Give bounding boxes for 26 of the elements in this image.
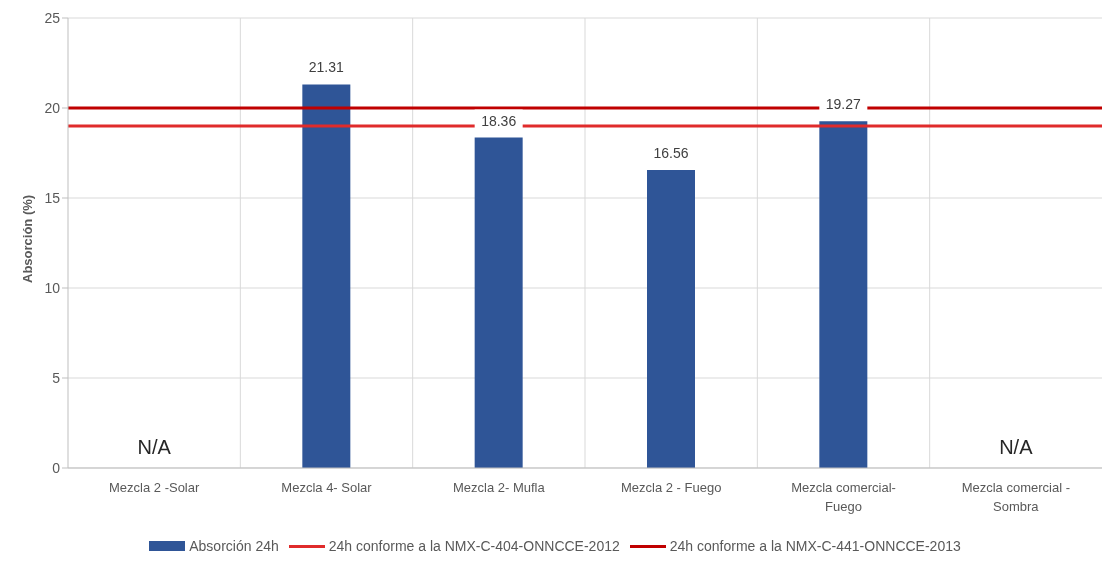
data-label: 18.36 — [481, 112, 517, 129]
y-tick-label: 10 — [44, 279, 61, 296]
x-tick-label: Mezcla 2 - Fuego — [620, 480, 722, 495]
bar — [302, 84, 351, 468]
y-tick-label: 15 — [44, 189, 61, 206]
data-label: 21.31 — [308, 59, 345, 76]
bar — [647, 169, 695, 468]
data-label: 19.27 — [825, 96, 862, 113]
x-tick-label: Mezcla comercial - Sombra — [961, 480, 1071, 514]
data-label: 16.56 — [653, 144, 689, 161]
y-axis-title: Absorción (%) — [19, 194, 35, 283]
legend-label: 24h conforme a la NMX-C-441-ONNCCE-2013 — [668, 538, 961, 554]
y-tick-label: 20 — [44, 99, 61, 116]
x-tick-label: Mezcla 2 -Solar — [109, 480, 200, 495]
legend-label: Absorción 24h — [188, 538, 279, 554]
annotation: N/A — [999, 436, 1034, 458]
y-tick-label: 5 — [52, 369, 61, 386]
annotation: N/A — [137, 436, 172, 458]
x-tick-label: Mezcla 2- Mufla — [452, 480, 546, 495]
bar — [819, 121, 868, 468]
bar — [474, 137, 523, 468]
x-tick-label: Mezcla comercial- Fuego — [791, 480, 896, 514]
y-tick-label: 25 — [44, 9, 61, 26]
legend-label: 24h conforme a la NMX-C-404-ONNCCE-2012 — [327, 538, 620, 554]
y-tick-label: 0 — [52, 459, 61, 476]
x-tick-label: Mezcla 4- Solar — [281, 480, 373, 495]
